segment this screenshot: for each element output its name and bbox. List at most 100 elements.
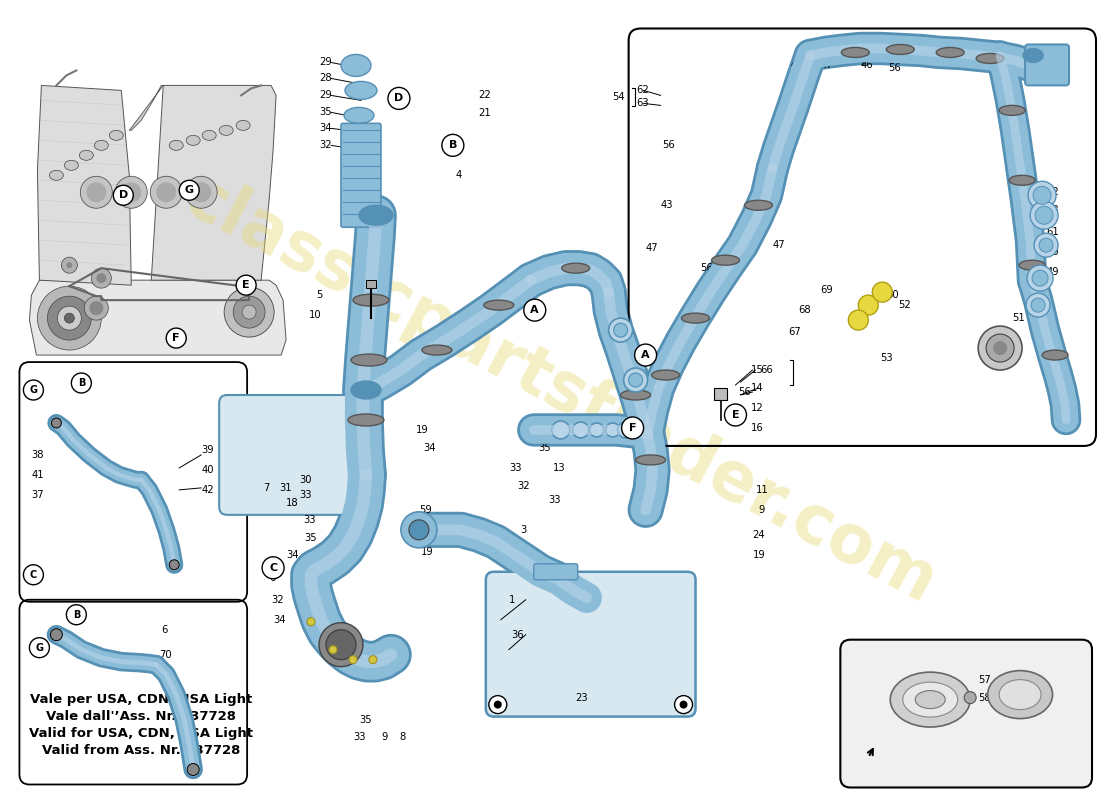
Ellipse shape xyxy=(590,423,604,437)
Circle shape xyxy=(409,520,429,540)
Text: 47: 47 xyxy=(821,61,833,70)
Circle shape xyxy=(86,182,107,202)
Circle shape xyxy=(965,692,976,703)
Text: 32: 32 xyxy=(517,481,529,491)
Text: 29: 29 xyxy=(319,90,332,101)
Circle shape xyxy=(872,282,892,302)
Text: 53: 53 xyxy=(880,353,893,363)
Text: 35: 35 xyxy=(304,533,317,543)
Circle shape xyxy=(680,701,688,709)
Ellipse shape xyxy=(359,206,393,226)
Text: 33: 33 xyxy=(299,490,311,500)
Text: 32: 32 xyxy=(271,594,284,605)
Ellipse shape xyxy=(999,106,1025,115)
Text: 9: 9 xyxy=(759,505,764,515)
Circle shape xyxy=(23,380,43,400)
Circle shape xyxy=(1028,182,1056,210)
Ellipse shape xyxy=(617,422,634,438)
Text: A: A xyxy=(530,305,539,315)
Text: 31: 31 xyxy=(279,483,292,493)
Circle shape xyxy=(488,696,507,714)
Text: 33: 33 xyxy=(509,463,521,473)
Text: 54: 54 xyxy=(612,92,625,102)
Text: 9: 9 xyxy=(381,731,387,742)
Text: 44: 44 xyxy=(718,253,732,263)
Ellipse shape xyxy=(890,672,970,727)
Circle shape xyxy=(233,296,265,328)
Ellipse shape xyxy=(976,54,1004,63)
Circle shape xyxy=(1026,293,1050,317)
Ellipse shape xyxy=(745,200,772,210)
Circle shape xyxy=(1035,206,1053,224)
Text: 40: 40 xyxy=(201,465,213,475)
Ellipse shape xyxy=(842,47,869,58)
Ellipse shape xyxy=(988,670,1053,718)
Circle shape xyxy=(65,313,75,323)
Circle shape xyxy=(848,310,868,330)
Circle shape xyxy=(151,176,183,208)
Text: 56: 56 xyxy=(701,263,713,273)
Circle shape xyxy=(66,605,86,625)
Ellipse shape xyxy=(562,263,590,273)
Circle shape xyxy=(1033,186,1052,204)
Ellipse shape xyxy=(341,54,371,77)
Text: 41: 41 xyxy=(32,470,44,480)
Text: 8: 8 xyxy=(399,731,405,742)
Text: 30: 30 xyxy=(299,475,311,485)
Text: 39: 39 xyxy=(201,445,213,455)
Text: 42: 42 xyxy=(201,485,213,495)
Ellipse shape xyxy=(345,82,377,99)
Text: 65: 65 xyxy=(1042,70,1055,81)
Text: 52: 52 xyxy=(1046,187,1059,198)
Circle shape xyxy=(116,176,147,208)
Text: 14: 14 xyxy=(750,383,763,393)
Ellipse shape xyxy=(1019,260,1045,270)
Ellipse shape xyxy=(348,414,384,426)
Circle shape xyxy=(89,301,103,315)
Text: B: B xyxy=(449,140,456,150)
Text: Valid from Ass. Nr. 137728: Valid from Ass. Nr. 137728 xyxy=(42,744,241,757)
Ellipse shape xyxy=(1042,350,1068,360)
Text: 16: 16 xyxy=(586,425,600,435)
Circle shape xyxy=(30,638,50,658)
Ellipse shape xyxy=(351,354,387,366)
FancyBboxPatch shape xyxy=(534,564,578,580)
Circle shape xyxy=(326,630,356,660)
Text: 33: 33 xyxy=(353,731,365,742)
Text: 22: 22 xyxy=(477,90,491,101)
Ellipse shape xyxy=(236,120,250,130)
Ellipse shape xyxy=(50,170,64,180)
FancyBboxPatch shape xyxy=(219,395,367,515)
Text: 10: 10 xyxy=(309,310,321,320)
Circle shape xyxy=(442,134,464,156)
Text: G: G xyxy=(35,642,43,653)
Circle shape xyxy=(608,318,632,342)
Text: 48: 48 xyxy=(1046,206,1058,215)
Ellipse shape xyxy=(353,294,389,306)
Text: A: A xyxy=(641,350,650,360)
Text: 4: 4 xyxy=(455,170,462,180)
Text: 32: 32 xyxy=(319,140,332,150)
Circle shape xyxy=(1027,265,1053,291)
Text: 57: 57 xyxy=(978,674,991,685)
Text: 23: 23 xyxy=(575,693,589,702)
Text: 16: 16 xyxy=(750,423,763,433)
Text: 49: 49 xyxy=(1046,267,1058,277)
Text: 6: 6 xyxy=(162,625,167,634)
Circle shape xyxy=(236,275,256,295)
Text: 34: 34 xyxy=(273,614,286,625)
Text: 24: 24 xyxy=(752,530,766,540)
Text: 43: 43 xyxy=(661,200,673,210)
Ellipse shape xyxy=(636,455,666,465)
Ellipse shape xyxy=(620,390,650,400)
Text: 13: 13 xyxy=(552,463,565,473)
Ellipse shape xyxy=(186,135,200,146)
Circle shape xyxy=(23,565,43,585)
Text: 66: 66 xyxy=(760,365,773,375)
Text: Vale dall'’Ass. Nr. 137728: Vale dall'’Ass. Nr. 137728 xyxy=(46,710,236,723)
Text: B: B xyxy=(73,610,80,620)
Text: 7: 7 xyxy=(263,483,270,493)
Ellipse shape xyxy=(95,140,108,150)
Circle shape xyxy=(62,257,77,273)
Text: G: G xyxy=(30,385,37,395)
